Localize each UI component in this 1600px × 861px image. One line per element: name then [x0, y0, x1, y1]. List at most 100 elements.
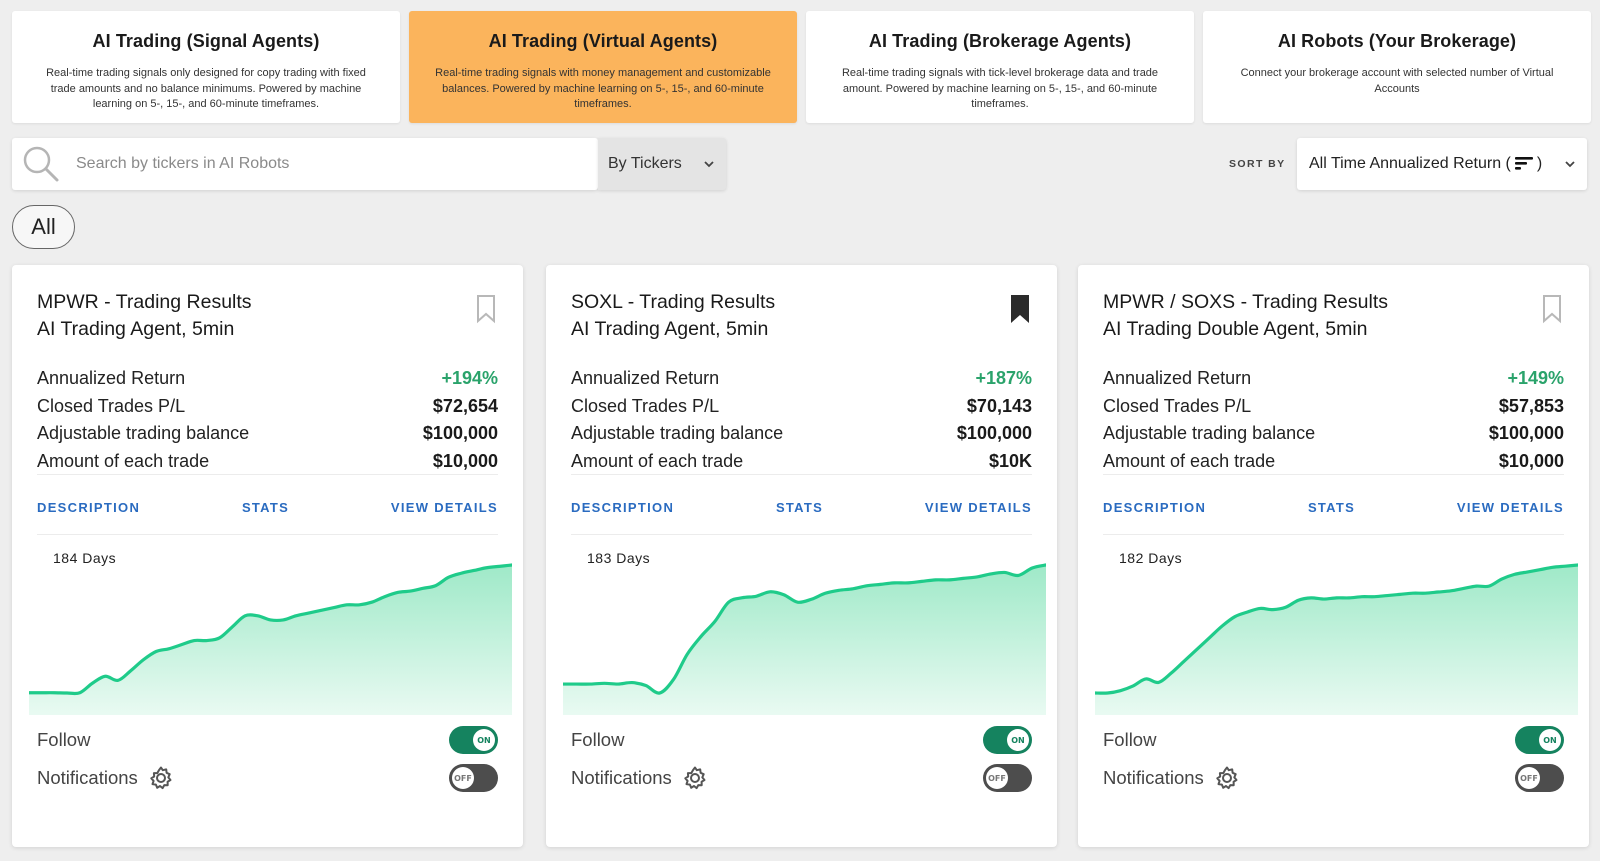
search-icon[interactable] [22, 145, 60, 183]
metric-value: +187% [975, 368, 1032, 388]
sort-descending-icon [1514, 157, 1533, 170]
description-link[interactable]: DESCRIPTION [571, 500, 675, 515]
tab-title: AI Trading (Virtual Agents) [488, 31, 718, 51]
metric-value: +149% [1507, 368, 1564, 388]
description-link[interactable]: DESCRIPTION [37, 500, 141, 515]
search-bar [12, 138, 598, 190]
metric-label: Annualized Return [37, 368, 186, 388]
performance-chart [563, 563, 1046, 715]
metric-value: $10,000 [1498, 450, 1564, 471]
metric-row: Closed Trades P/L $57,853 [1103, 393, 1564, 421]
toggle-knob: ON [1539, 729, 1561, 751]
metrics-list: Annualized Return +194% Closed Trades P/… [37, 365, 498, 475]
divider [37, 534, 498, 535]
card-links: DESCRIPTION STATS VIEW DETAILS [37, 500, 498, 515]
sort-select[interactable]: All Time Annualized Return () [1297, 138, 1587, 190]
card-agent-subtitle: AI Trading Agent, 5min [571, 318, 769, 340]
tab-description: Real-time trading signals with tick-leve… [841, 67, 1159, 110]
metric-row: Closed Trades P/L $72,654 [37, 393, 498, 421]
view-details-link[interactable]: VIEW DETAILS [924, 500, 1032, 515]
card-ticker-title: MPWR / SOXS - Trading Results [1103, 291, 1388, 313]
chart-area [29, 565, 512, 715]
metric-row: Amount of each trade $10,000 [1103, 448, 1564, 476]
follow-label: Follow [1103, 729, 1157, 750]
tab-brokerage-agents[interactable]: AI Trading (Brokerage Agents) Real-time … [806, 11, 1194, 123]
notifications-toggle[interactable]: OFF [449, 764, 498, 792]
tab-ai-robots[interactable]: AI Robots (Your Brokerage) Connect your … [1203, 11, 1591, 123]
card-agent-subtitle: AI Trading Double Agent, 5min [1103, 318, 1368, 340]
metric-label: Adjustable trading balance [37, 423, 250, 443]
toggle-knob: OFF [986, 767, 1008, 789]
view-details-link[interactable]: VIEW DETAILS [390, 500, 498, 515]
follow-label: Follow [37, 729, 91, 750]
notifications-row: Notifications OFF [571, 764, 1032, 792]
sort-label: SORT BY [1229, 158, 1286, 170]
metric-label: Amount of each trade [1103, 450, 1276, 471]
chart-area [563, 565, 1046, 715]
metric-label: Amount of each trade [571, 450, 744, 471]
tab-title: AI Robots (Your Brokerage) [1277, 31, 1517, 51]
view-details-link[interactable]: VIEW DETAILS [1456, 500, 1564, 515]
stats-link[interactable]: STATS [775, 500, 824, 515]
category-tabs: AI Trading (Signal Agents) Real-time tra… [12, 11, 1591, 123]
metric-label: Annualized Return [571, 368, 720, 388]
metric-value: $100,000 [422, 423, 498, 443]
follow-row: Follow ON [1103, 726, 1564, 754]
metric-value: $10,000 [432, 450, 498, 471]
search-input[interactable] [76, 155, 576, 173]
tab-description: Real-time trading signals only designed … [46, 67, 366, 110]
tab-title: AI Trading (Signal Agents) [92, 31, 320, 51]
chart-line [563, 563, 1046, 695]
filter-chip-all[interactable]: All [12, 205, 75, 249]
card-ticker-title: MPWR - Trading Results [37, 291, 252, 313]
stats-link[interactable]: STATS [1307, 500, 1356, 515]
gear-icon[interactable] [682, 765, 708, 791]
robot-card: SOXL - Trading Results AI Trading Agent,… [546, 265, 1057, 847]
card-links: DESCRIPTION STATS VIEW DETAILS [1103, 500, 1564, 515]
metric-row: Annualized Return +187% [571, 365, 1032, 393]
metric-value: $57,853 [1498, 395, 1564, 416]
gear-icon[interactable] [148, 765, 174, 791]
metric-label: Annualized Return [1103, 368, 1252, 388]
metric-row: Annualized Return +194% [37, 365, 498, 393]
metric-value: $70,143 [966, 395, 1032, 416]
tab-description: Real-time trading signals with money man… [435, 67, 771, 110]
search-mode-select[interactable]: By Tickers [598, 138, 726, 190]
metric-label: Adjustable trading balance [571, 423, 784, 443]
metric-value: $10K [988, 450, 1032, 471]
metric-row: Closed Trades P/L $70,143 [571, 393, 1032, 421]
metric-label: Adjustable trading balance [1103, 423, 1316, 443]
divider [1103, 474, 1564, 475]
follow-toggle[interactable]: ON [449, 726, 498, 754]
notifications-label: Notifications [571, 767, 672, 788]
follow-toggle[interactable]: ON [983, 726, 1032, 754]
performance-chart [29, 563, 512, 715]
card-ticker-title: SOXL - Trading Results [571, 291, 776, 313]
bookmark-icon[interactable] [1541, 294, 1563, 324]
description-link[interactable]: DESCRIPTION [1103, 500, 1207, 515]
stats-link[interactable]: STATS [241, 500, 290, 515]
robot-card: MPWR - Trading Results AI Trading Agent,… [12, 265, 523, 847]
card-agent-subtitle: AI Trading Agent, 5min [37, 318, 235, 340]
notifications-toggle[interactable]: OFF [983, 764, 1032, 792]
bookmark-icon[interactable] [475, 294, 497, 324]
notifications-toggle[interactable]: OFF [1515, 764, 1564, 792]
metric-row: Adjustable trading balance $100,000 [1103, 420, 1564, 448]
metric-value: $72,654 [432, 395, 498, 416]
days-label: 182 Days [1119, 550, 1183, 566]
tab-description: Connect your brokerage account with sele… [1240, 67, 1554, 95]
bookmark-icon[interactable] [1009, 294, 1031, 324]
tab-signal-agents[interactable]: AI Trading (Signal Agents) Real-time tra… [12, 11, 400, 123]
metrics-list: Annualized Return +187% Closed Trades P/… [571, 365, 1032, 475]
follow-row: Follow ON [571, 726, 1032, 754]
chart-line [1095, 563, 1578, 695]
tab-virtual-agents[interactable]: AI Trading (Virtual Agents) Real-time tr… [409, 11, 797, 123]
chart-area [1095, 565, 1578, 715]
metric-label: Closed Trades P/L [37, 395, 186, 416]
metric-label: Closed Trades P/L [1103, 395, 1252, 416]
performance-chart [1095, 563, 1578, 715]
follow-toggle[interactable]: ON [1515, 726, 1564, 754]
card-links: DESCRIPTION STATS VIEW DETAILS [571, 500, 1032, 515]
gear-icon[interactable] [1214, 765, 1240, 791]
tab-title: AI Trading (Brokerage Agents) [868, 31, 1132, 51]
